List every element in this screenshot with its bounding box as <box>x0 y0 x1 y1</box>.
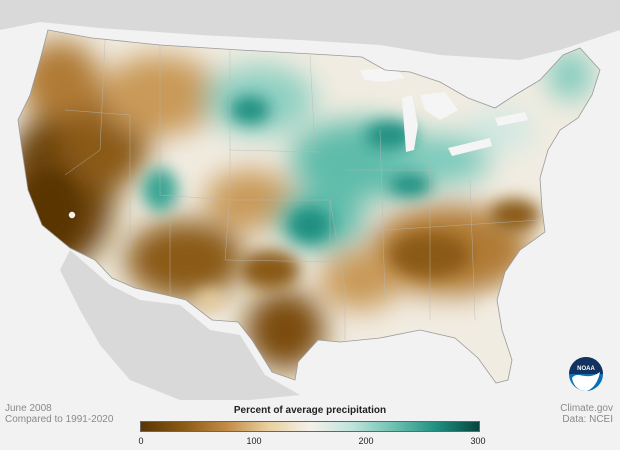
indiana-very-wet <box>388 173 432 197</box>
map-metadata: June 2008 Compared to 1991-2020 <box>5 403 113 425</box>
great-lakes <box>360 68 528 156</box>
svg-text:NOAA: NOAA <box>577 366 595 372</box>
carolina-very-dry <box>490 199 540 231</box>
map-credits: Climate.gov Data: NCEI <box>560 403 613 425</box>
new-mexico-normal <box>195 290 225 310</box>
map-period: June 2008 <box>5 403 52 414</box>
california-very-dry <box>20 170 80 250</box>
legend-title: Percent of average precipitation <box>233 405 387 416</box>
texas-dry <box>245 290 325 370</box>
legend-tick-200: 200 <box>358 436 374 446</box>
kansas-very-wet <box>288 207 332 243</box>
map-baseline: Compared to 1991-2020 <box>5 414 114 425</box>
state-lines <box>64 39 541 340</box>
credit-data: Data: NCEI <box>562 414 613 425</box>
noaa-logo: NOAA <box>568 356 604 392</box>
credit-site: Climate.gov <box>560 403 613 414</box>
gulf-dry <box>320 250 400 310</box>
wisconsin-very-wet <box>365 121 415 149</box>
south-dakota-very-wet <box>230 96 270 124</box>
legend-tick-0: 0 <box>138 436 144 446</box>
oklahoma-dry <box>240 250 300 290</box>
california-spot <box>67 210 77 220</box>
maine-wet <box>548 50 592 100</box>
legend-color-bar <box>140 421 480 432</box>
legend-tick-300: 300 <box>470 436 486 446</box>
legend-tick-100: 100 <box>246 436 262 446</box>
precipitation-map <box>0 0 620 400</box>
northwest-dry <box>20 40 100 120</box>
precip-blobs-small <box>20 96 540 360</box>
map-canvas <box>0 0 620 400</box>
noaa-logo-icon: NOAA <box>569 357 603 391</box>
canada-land <box>0 0 620 60</box>
southwest-dry <box>125 220 245 300</box>
us-outline <box>17 29 601 384</box>
mexico-land <box>60 250 300 400</box>
florida-normal <box>480 300 510 360</box>
